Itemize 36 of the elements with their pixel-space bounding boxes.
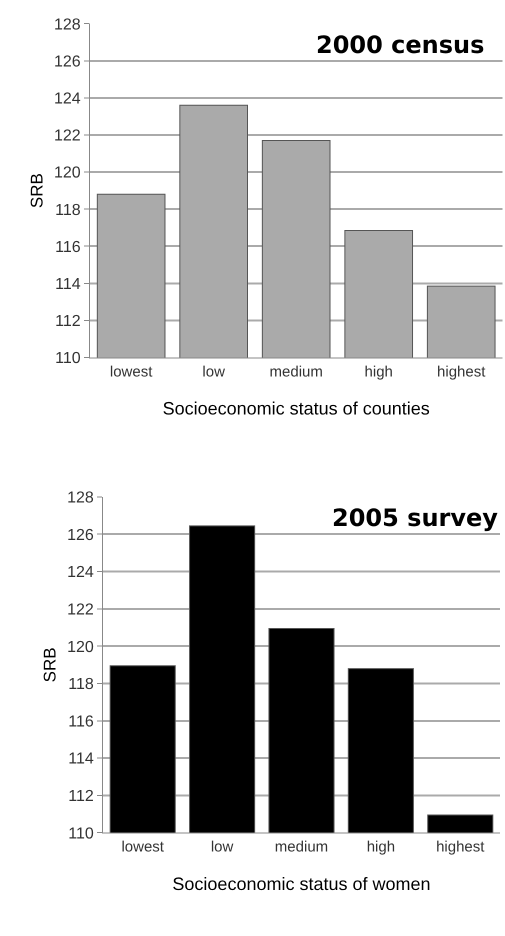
x-tick-label: highest: [436, 838, 486, 856]
y-tick-label: 118: [55, 202, 81, 219]
x-axis-title: Socioeconomic status of counties: [162, 398, 430, 419]
y-axis-title: SRB: [28, 173, 47, 208]
y-tick-label: 116: [55, 238, 81, 256]
x-tick-label: highest: [437, 364, 486, 381]
y-tick-label: 114: [55, 276, 81, 293]
y-tick-label: 124: [67, 564, 94, 582]
y-tick-label: 126: [54, 53, 81, 70]
chart-title: 2005 survey: [332, 504, 498, 532]
y-tick-label: 128: [54, 16, 81, 34]
chart-title: 2000 census: [316, 31, 484, 59]
x-tick-label: low: [202, 364, 226, 381]
y-tick-label: 110: [68, 825, 94, 842]
y-tick-label: 122: [67, 601, 94, 618]
x-tick-label: lowest: [110, 364, 154, 381]
x-tick-label: lowest: [121, 838, 165, 856]
y-tick-label: 120: [67, 638, 94, 656]
y-tick-label: 116: [68, 713, 94, 730]
x-tick-label: medium: [270, 364, 323, 381]
y-tick-label: 122: [54, 128, 81, 145]
x-tick-label: high: [366, 838, 396, 856]
y-tick-label: 118: [68, 676, 94, 694]
y-tick-label: 120: [54, 164, 81, 182]
y-tick-label: 124: [54, 90, 81, 108]
x-tick-label: high: [364, 364, 393, 381]
y-tick-label: 110: [55, 350, 81, 368]
y-axis-title: SRB: [40, 647, 60, 682]
y-tick-label: 128: [67, 490, 94, 507]
y-tick-label: 114: [68, 750, 94, 768]
x-axis-title: Socioeconomic status of women: [172, 874, 431, 894]
x-tick-label: medium: [274, 838, 328, 856]
y-tick-label: 126: [67, 526, 94, 544]
y-tick-label: 112: [68, 788, 94, 806]
x-tick-label: low: [210, 838, 234, 856]
y-tick-label: 112: [55, 313, 81, 330]
